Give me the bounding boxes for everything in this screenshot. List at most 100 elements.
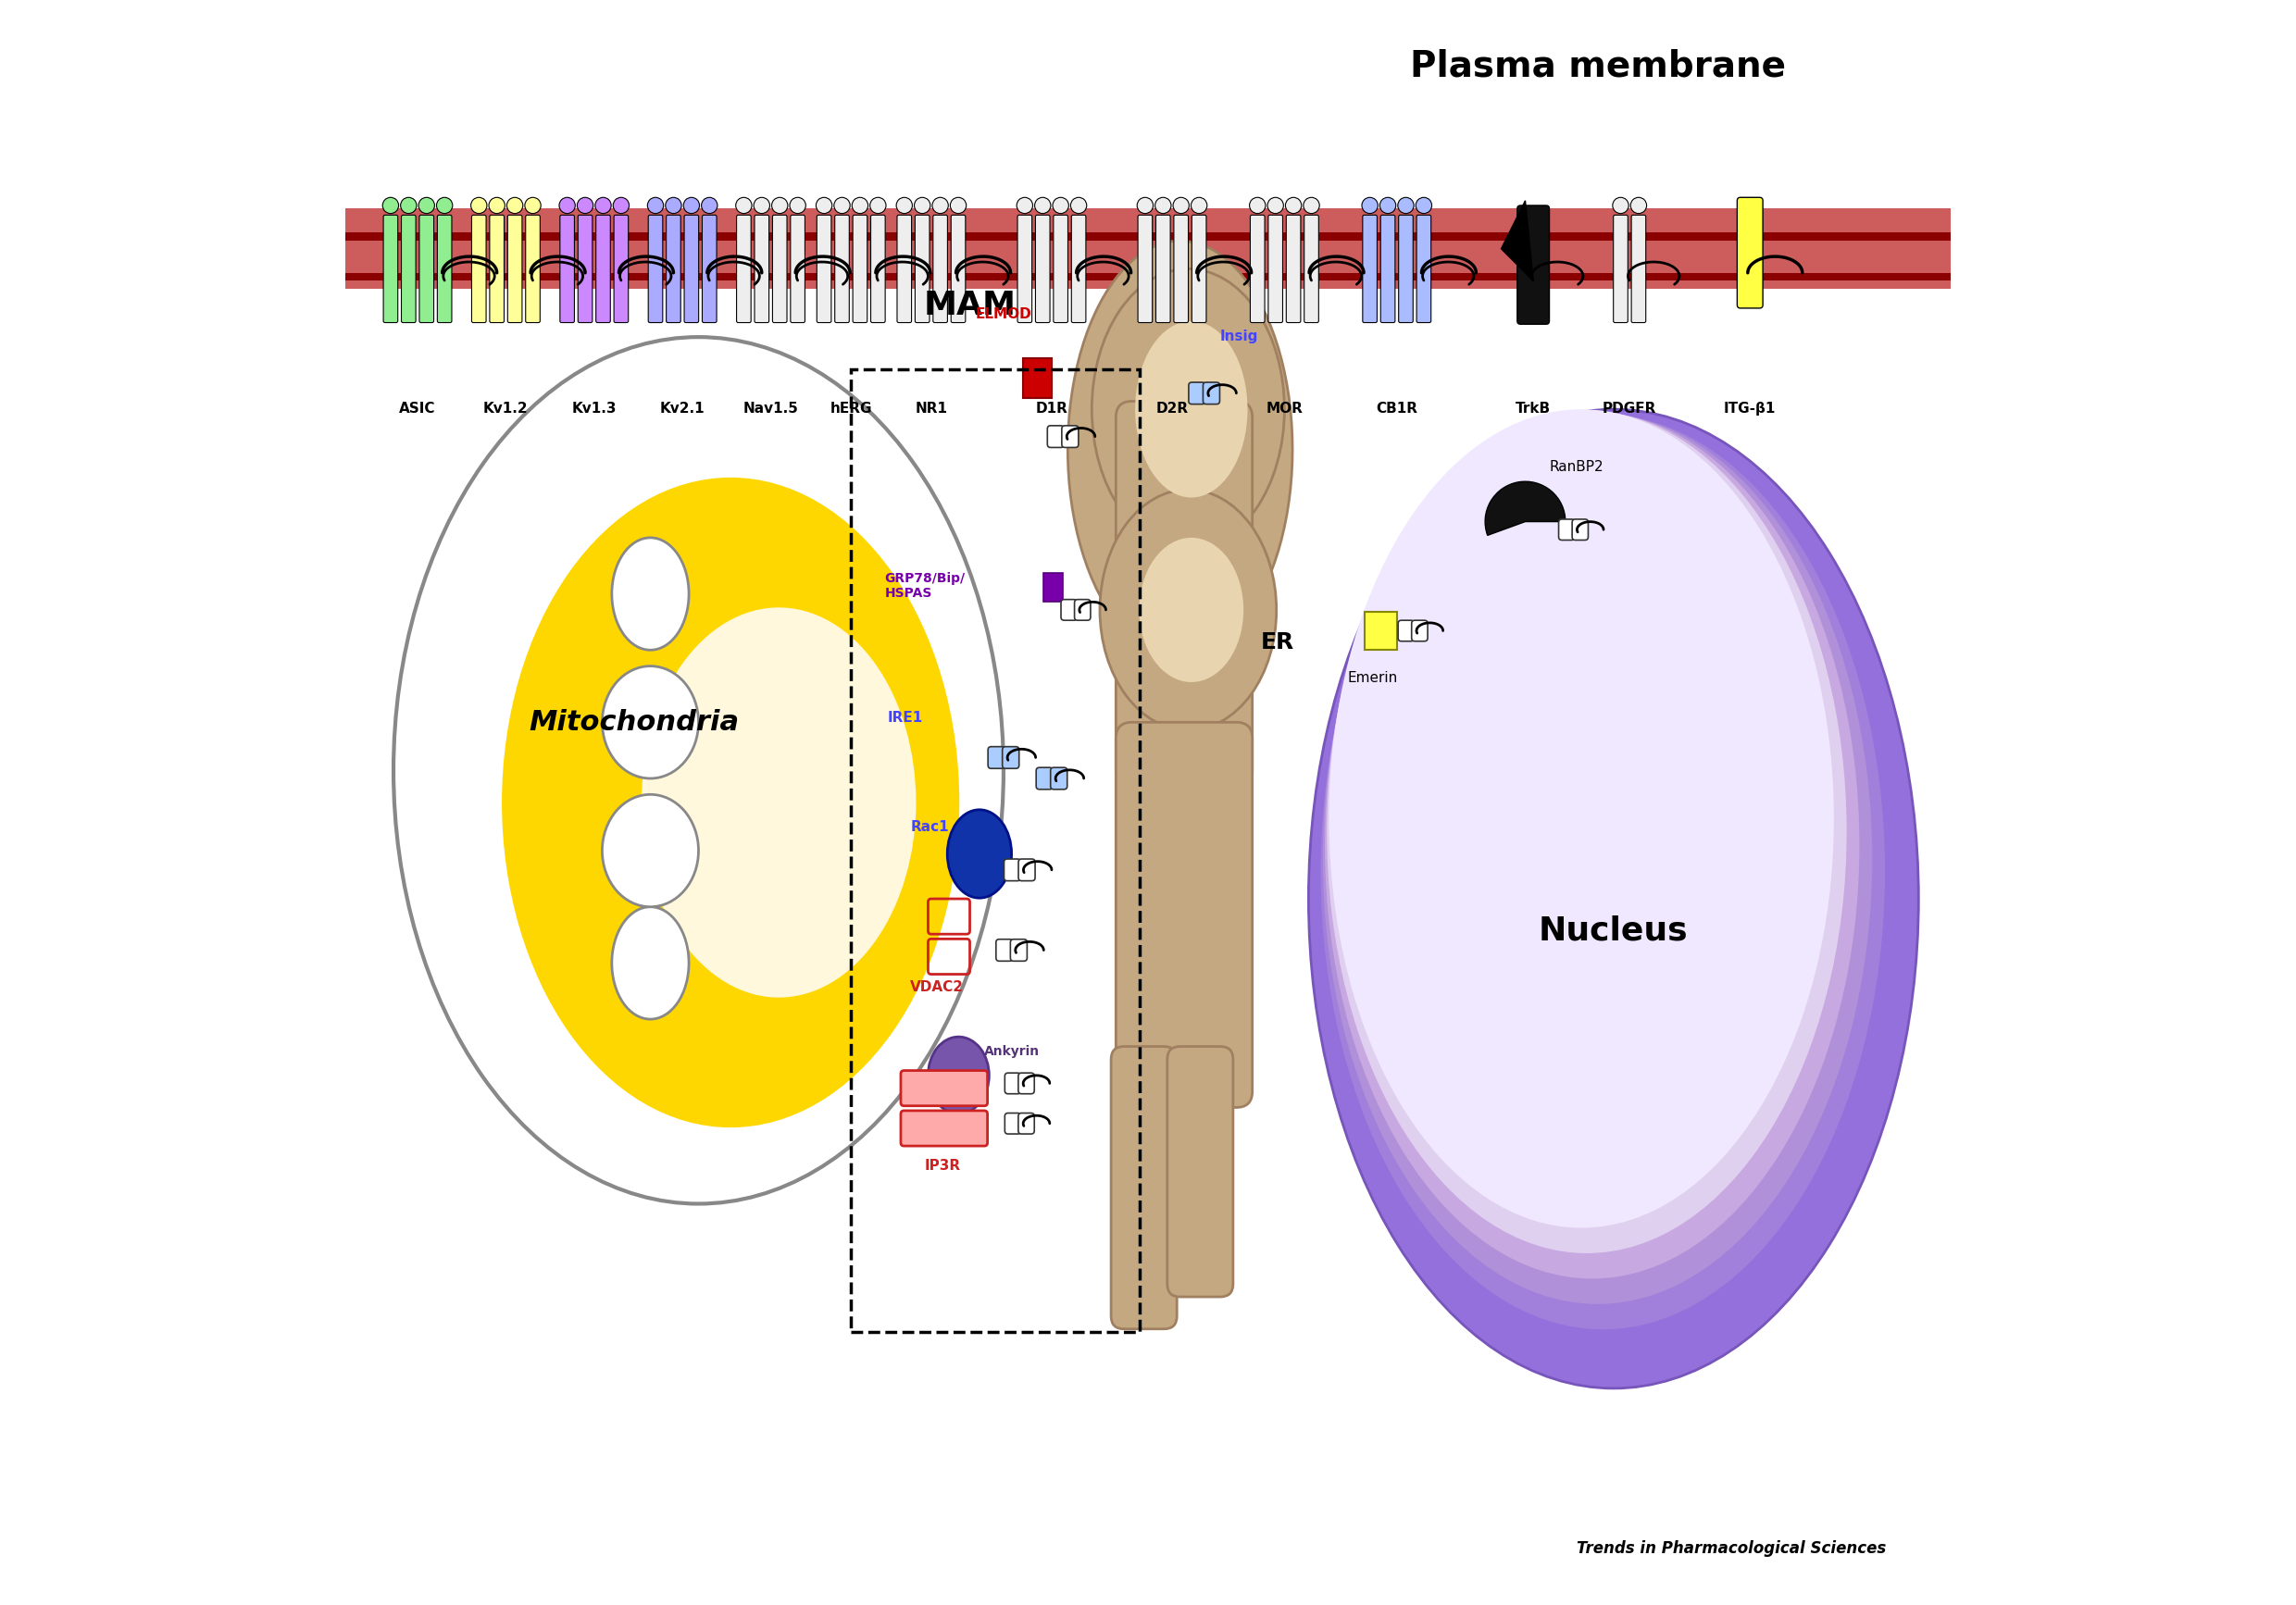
FancyBboxPatch shape bbox=[666, 215, 680, 323]
FancyBboxPatch shape bbox=[1192, 215, 1205, 323]
FancyBboxPatch shape bbox=[870, 215, 886, 323]
FancyBboxPatch shape bbox=[471, 215, 487, 323]
Circle shape bbox=[436, 197, 452, 213]
Circle shape bbox=[895, 197, 912, 213]
Text: Kv1.3: Kv1.3 bbox=[572, 401, 618, 416]
FancyBboxPatch shape bbox=[489, 215, 505, 323]
Circle shape bbox=[815, 197, 831, 213]
Circle shape bbox=[914, 197, 930, 213]
Text: MOR: MOR bbox=[1265, 401, 1302, 416]
FancyBboxPatch shape bbox=[1019, 1074, 1033, 1095]
Circle shape bbox=[771, 197, 788, 213]
FancyBboxPatch shape bbox=[1632, 215, 1646, 323]
Ellipse shape bbox=[1325, 412, 1860, 1279]
Text: Ankyrin: Ankyrin bbox=[985, 1045, 1040, 1058]
FancyBboxPatch shape bbox=[1139, 215, 1153, 323]
Ellipse shape bbox=[1320, 414, 1885, 1329]
Circle shape bbox=[684, 197, 700, 213]
FancyBboxPatch shape bbox=[1304, 215, 1318, 323]
Text: ASIC: ASIC bbox=[400, 401, 436, 416]
Circle shape bbox=[1173, 197, 1189, 213]
FancyBboxPatch shape bbox=[1412, 620, 1428, 642]
Ellipse shape bbox=[1139, 538, 1244, 682]
FancyBboxPatch shape bbox=[560, 215, 574, 323]
FancyBboxPatch shape bbox=[1072, 215, 1086, 323]
FancyBboxPatch shape bbox=[916, 215, 930, 323]
Text: Kv2.1: Kv2.1 bbox=[659, 401, 705, 416]
Text: Nav1.5: Nav1.5 bbox=[744, 401, 799, 416]
FancyBboxPatch shape bbox=[1019, 859, 1035, 881]
FancyBboxPatch shape bbox=[771, 215, 788, 323]
FancyBboxPatch shape bbox=[344, 273, 1952, 281]
Text: hERG: hERG bbox=[829, 401, 872, 416]
Circle shape bbox=[400, 197, 416, 213]
FancyBboxPatch shape bbox=[1116, 722, 1251, 1107]
Text: Rac1: Rac1 bbox=[912, 820, 948, 833]
Ellipse shape bbox=[641, 608, 916, 997]
FancyBboxPatch shape bbox=[1203, 382, 1219, 404]
Circle shape bbox=[666, 197, 682, 213]
Ellipse shape bbox=[611, 907, 689, 1019]
FancyBboxPatch shape bbox=[1061, 425, 1079, 448]
Circle shape bbox=[471, 197, 487, 213]
Circle shape bbox=[576, 197, 592, 213]
Text: RanBP2: RanBP2 bbox=[1550, 459, 1603, 473]
Circle shape bbox=[1137, 197, 1153, 213]
FancyBboxPatch shape bbox=[1061, 600, 1077, 620]
FancyBboxPatch shape bbox=[1035, 215, 1049, 323]
FancyBboxPatch shape bbox=[1035, 767, 1054, 790]
FancyBboxPatch shape bbox=[1518, 205, 1550, 324]
FancyBboxPatch shape bbox=[1155, 215, 1171, 323]
FancyBboxPatch shape bbox=[987, 746, 1006, 769]
FancyBboxPatch shape bbox=[402, 215, 416, 323]
Bar bbox=[1045, 573, 1063, 602]
Text: Insig: Insig bbox=[1219, 329, 1258, 343]
Circle shape bbox=[870, 197, 886, 213]
FancyBboxPatch shape bbox=[1173, 215, 1189, 323]
FancyBboxPatch shape bbox=[1006, 1074, 1022, 1095]
Text: D1R: D1R bbox=[1035, 401, 1068, 416]
Bar bbox=[1022, 358, 1052, 398]
FancyBboxPatch shape bbox=[1019, 1114, 1033, 1133]
Text: IRE1: IRE1 bbox=[889, 711, 923, 724]
Circle shape bbox=[647, 197, 664, 213]
Text: GRP78/Bip/
HSPAS: GRP78/Bip/ HSPAS bbox=[884, 571, 964, 600]
FancyBboxPatch shape bbox=[898, 215, 912, 323]
FancyBboxPatch shape bbox=[1267, 215, 1283, 323]
FancyBboxPatch shape bbox=[1116, 401, 1251, 786]
FancyBboxPatch shape bbox=[951, 215, 967, 323]
Text: PDGFR: PDGFR bbox=[1603, 401, 1658, 416]
FancyBboxPatch shape bbox=[1052, 767, 1068, 790]
Circle shape bbox=[1398, 197, 1414, 213]
Circle shape bbox=[1286, 197, 1302, 213]
Circle shape bbox=[1612, 197, 1628, 213]
FancyBboxPatch shape bbox=[737, 215, 751, 323]
FancyBboxPatch shape bbox=[1380, 215, 1396, 323]
Circle shape bbox=[1070, 197, 1086, 213]
FancyBboxPatch shape bbox=[1111, 1046, 1178, 1329]
Text: Plasma membrane: Plasma membrane bbox=[1410, 48, 1786, 83]
FancyBboxPatch shape bbox=[1614, 215, 1628, 323]
FancyBboxPatch shape bbox=[1398, 620, 1414, 642]
Text: MAM: MAM bbox=[923, 289, 1015, 321]
Polygon shape bbox=[1502, 201, 1534, 281]
FancyBboxPatch shape bbox=[817, 215, 831, 323]
Ellipse shape bbox=[1309, 409, 1919, 1388]
Ellipse shape bbox=[928, 1037, 990, 1114]
FancyBboxPatch shape bbox=[836, 215, 850, 323]
FancyBboxPatch shape bbox=[1573, 520, 1589, 539]
FancyBboxPatch shape bbox=[1559, 520, 1575, 539]
Text: CB1R: CB1R bbox=[1375, 401, 1417, 416]
FancyBboxPatch shape bbox=[526, 215, 540, 323]
FancyBboxPatch shape bbox=[597, 215, 611, 323]
FancyBboxPatch shape bbox=[1417, 215, 1430, 323]
Text: VDAC2: VDAC2 bbox=[912, 981, 964, 993]
Circle shape bbox=[1304, 197, 1320, 213]
Text: ER: ER bbox=[1261, 631, 1295, 653]
FancyBboxPatch shape bbox=[1003, 746, 1019, 769]
Circle shape bbox=[852, 197, 868, 213]
Circle shape bbox=[1035, 197, 1052, 213]
Circle shape bbox=[735, 197, 751, 213]
FancyBboxPatch shape bbox=[613, 215, 629, 323]
FancyBboxPatch shape bbox=[1075, 600, 1091, 620]
